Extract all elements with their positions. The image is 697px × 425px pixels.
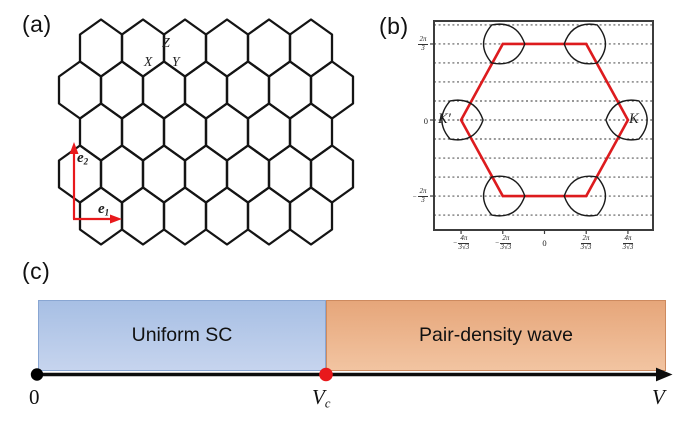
phase-axis <box>30 367 673 382</box>
k-point-label: K <box>629 111 639 127</box>
fermi-pocket <box>605 99 648 141</box>
e2-arrowhead <box>69 142 79 154</box>
phase-region-pair-density-wave: Pair-density wave <box>326 300 666 371</box>
origin-dot <box>30 368 44 381</box>
bz-boundary-hexagon <box>459 42 630 198</box>
axis-origin-label: 0 <box>29 385 40 409</box>
x-tick-label-4pi: 4π 3√3 <box>622 233 634 251</box>
bond-label-z: Z <box>162 36 170 51</box>
panel-c-label: (c) <box>22 258 51 284</box>
lattice-vector-e2-label: e2 <box>77 150 89 167</box>
x-tick-label-minus-4pi: − 4π 3√3 <box>452 233 470 251</box>
bond-label-x: X <box>144 54 153 69</box>
fermi-pockets <box>441 23 648 217</box>
phase-region-uniform-sc: Uniform SC <box>38 300 326 371</box>
x-tick-label-minus-2pi: − 2π 3√3 <box>494 233 512 251</box>
panel-a-label: (a) <box>22 11 52 37</box>
axis-arrowhead <box>656 367 673 382</box>
fermi-pocket <box>563 175 607 217</box>
lattice-vector-e1-label: e1 <box>98 201 110 218</box>
x-tick-label-0: 0 <box>542 238 547 248</box>
bz-frame <box>433 20 654 231</box>
axis-v-label: V <box>652 385 665 409</box>
y-tick-label-2pi3: 2π 3 <box>417 35 428 52</box>
axis-vc-label: Vc <box>312 385 331 411</box>
fermi-pocket <box>563 23 607 65</box>
bond-label-y: Y <box>172 54 180 69</box>
x-tick-label-2pi: 2π 3√3 <box>580 233 592 251</box>
critical-point-dot <box>319 367 333 382</box>
y-tick-label-0: 0 <box>423 115 428 126</box>
honeycomb-lattice <box>57 18 355 246</box>
panel-b-label: (b) <box>379 13 409 39</box>
bz-gridlines <box>434 24 653 216</box>
fermi-pocket <box>482 23 526 65</box>
fermi-pocket <box>441 99 484 141</box>
bz-axis-ticks <box>430 43 629 234</box>
lattice-vectors <box>69 142 122 224</box>
e1-arrowhead <box>110 214 122 224</box>
region-label-pair-density-wave: Pair-density wave <box>419 324 573 346</box>
region-label-uniform-sc: Uniform SC <box>131 324 233 346</box>
y-tick-label-minus-2pi3: − 2π 3 <box>412 187 428 204</box>
kprime-point-label: K′ <box>438 111 451 127</box>
fermi-pocket <box>482 175 526 217</box>
